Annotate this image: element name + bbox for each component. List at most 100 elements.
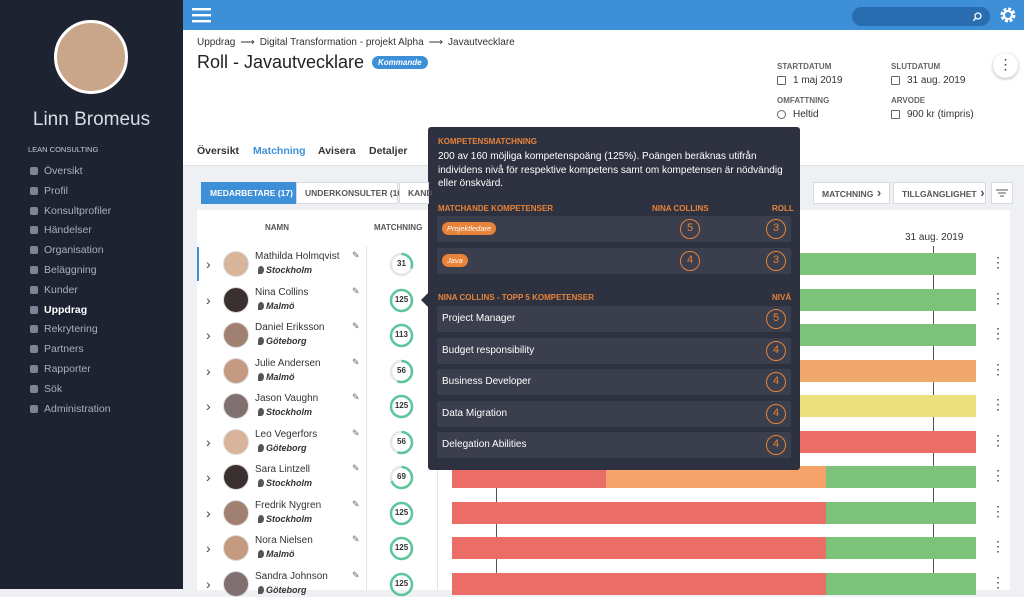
expand[interactable]: › <box>206 504 211 521</box>
tab[interactable]: Matchning <box>253 145 306 157</box>
bookmark[interactable]: ✎ <box>352 250 360 260</box>
match-score: 56 <box>389 359 414 384</box>
menu-icon <box>30 305 38 314</box>
menu-item[interactable]: Uppdrag <box>30 304 87 316</box>
tab[interactable]: Översikt <box>197 145 240 157</box>
expand[interactable]: › <box>206 540 211 556</box>
filter-button[interactable] <box>991 182 1013 204</box>
menu-item[interactable]: Konsultprofiler <box>30 205 111 217</box>
filter-tab[interactable]: TILLGÄNGLIGHET › <box>893 182 986 204</box>
pin <box>258 337 264 345</box>
menu-item[interactable]: Rekrytering <box>30 323 98 335</box>
bookmark[interactable]: ✎ <box>352 463 360 473</box>
settings[interactable] <box>999 6 1017 24</box>
tab[interactable]: Detaljer <box>369 145 408 157</box>
match-score: 56 <box>389 430 414 455</box>
menu-item[interactable]: Partners <box>30 343 84 355</box>
row-menu[interactable]: ⋮ <box>991 325 1005 341</box>
person-city: Göteborg <box>266 336 307 346</box>
match-score: 125 <box>389 288 414 313</box>
section-header: NIVÅ <box>772 293 792 302</box>
filter-tab[interactable]: KAND <box>399 182 433 204</box>
bookmark[interactable]: ✎ <box>352 569 360 580</box>
breadcrumb[interactable]: Uppdrag <box>197 37 236 48</box>
breadcrumb[interactable]: Digital Transformation - projekt Alpha <box>259 37 424 48</box>
filter-tab[interactable]: UNDERKONSULTER (10) <box>296 182 405 204</box>
bookmark[interactable]: ✎ <box>352 321 360 331</box>
menu-item[interactable]: Organisation <box>30 244 104 256</box>
availability-bar <box>452 501 826 524</box>
row-menu[interactable]: ⋮ <box>991 538 1005 554</box>
row-menu[interactable]: ⋮ <box>991 254 1005 270</box>
expand[interactable]: › <box>206 327 211 343</box>
row-menu[interactable]: ⋮ <box>991 467 1005 483</box>
section-header: NINA COLLINS <box>652 204 709 213</box>
skill-row: Budget responsibility 4 <box>437 337 791 364</box>
header: Uppdrag ⟶ Digital Transformation - projekt… <box>183 30 1024 166</box>
skill-level: 4 <box>766 340 786 361</box>
row-menu[interactable]: ⋮ <box>991 289 1005 306</box>
menu-item[interactable]: Händelser <box>30 224 92 236</box>
avatar <box>223 428 249 455</box>
expand[interactable]: › <box>206 398 211 414</box>
match-value: 125 <box>394 401 409 410</box>
pin <box>258 585 264 594</box>
bookmark[interactable]: ✎ <box>352 392 360 402</box>
match-score: 69 <box>389 465 414 490</box>
person-city: Göteborg <box>266 584 307 595</box>
expand[interactable]: › <box>206 256 211 272</box>
avatar <box>223 357 249 384</box>
person-name: Fredrik Nygren <box>255 499 322 511</box>
match-score: 125 <box>389 394 414 419</box>
expand[interactable]: › <box>206 469 211 485</box>
expand[interactable]: › <box>206 362 211 379</box>
menu-button[interactable] <box>192 8 211 23</box>
skill-tag: Java <box>442 254 468 267</box>
menu-item[interactable]: Översikt <box>30 165 83 177</box>
tooltip: KOMPETENSMATCHNING 200 av 160 möjliga ko… <box>421 127 800 470</box>
row-menu[interactable]: ⋮ <box>991 573 1005 590</box>
person-city: Stockholm <box>266 265 313 275</box>
match-value: 125 <box>394 507 409 517</box>
breadcrumb: Javautvecklare <box>448 37 515 48</box>
bookmark[interactable]: ✎ <box>352 534 360 544</box>
match-value: 113 <box>395 330 408 339</box>
expand[interactable]: › <box>206 575 211 592</box>
row-menu[interactable]: ⋮ <box>991 431 1005 448</box>
person-name: Sandra Johnson <box>255 570 328 582</box>
bookmark[interactable]: ✎ <box>352 285 360 296</box>
menu-icon <box>30 226 38 235</box>
column-match: MATCHNING <box>374 223 423 232</box>
menu-item[interactable]: Rapporter <box>30 363 91 375</box>
row-menu[interactable]: ⋮ <box>991 502 1005 519</box>
menu-icon <box>30 246 38 255</box>
match-row: Projektledare 5 3 <box>437 216 791 242</box>
expand[interactable]: › <box>206 291 211 308</box>
menu-item[interactable]: Sök <box>30 383 62 395</box>
filter-tab[interactable]: MATCHNING › <box>813 182 890 204</box>
search-box[interactable] <box>852 7 990 26</box>
date-header: 31 aug. 2019 <box>905 232 964 243</box>
bookmark[interactable]: ✎ <box>352 427 360 438</box>
menu-item[interactable]: Beläggning <box>30 264 97 276</box>
row-menu[interactable]: ⋮ <box>991 396 1005 412</box>
match-value: 125 <box>394 294 409 304</box>
sidebar: Linn Bromeus LEAN CONSULTING Översikt Pro… <box>0 0 183 589</box>
match-value: 56 <box>397 365 406 375</box>
availability-bar <box>826 466 976 488</box>
bookmark[interactable]: ✎ <box>352 498 360 509</box>
person-name: Nora Nielsen <box>255 535 313 546</box>
menu-item[interactable]: Kunder <box>30 284 78 296</box>
match-ring <box>389 501 414 525</box>
filter-tab[interactable]: MEDARBETARE (17) <box>201 182 296 204</box>
expand[interactable]: › <box>206 433 211 450</box>
menu-item[interactable]: Administration <box>30 403 111 415</box>
person-name: Daniel Eriksson <box>255 322 325 333</box>
divider <box>366 246 367 590</box>
row-menu[interactable]: ⋮ <box>991 360 1005 377</box>
more-button[interactable]: ⋮ <box>993 53 1018 78</box>
avatar <box>223 570 249 597</box>
tab[interactable]: Avisera <box>318 145 356 157</box>
bookmark[interactable]: ✎ <box>352 356 360 367</box>
menu-item[interactable]: Profil <box>30 185 68 197</box>
